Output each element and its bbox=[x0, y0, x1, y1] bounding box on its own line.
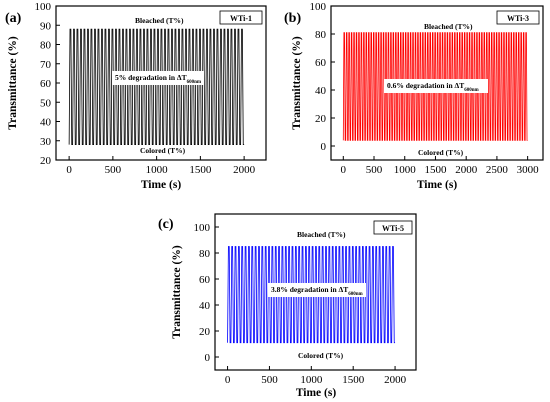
panel-a-x-ticks: 0 500 1000 1500 2000 bbox=[66, 156, 256, 176]
y-tick-label: 40 bbox=[199, 300, 211, 312]
panel-c-annotation: 3.8% degradation in ΔT600nm bbox=[271, 285, 363, 297]
x-tick-label: 1500 bbox=[189, 164, 212, 176]
panel-c-x-ticks: 0 500 1000 1500 2000 bbox=[225, 366, 407, 386]
y-tick-label: 90 bbox=[40, 20, 52, 32]
y-tick-label: 100 bbox=[35, 1, 52, 13]
panel-b-series-line bbox=[342, 32, 528, 141]
x-tick-label: 1000 bbox=[394, 164, 417, 176]
panel-a-series-line bbox=[68, 28, 245, 145]
x-tick-label: 500 bbox=[261, 374, 278, 386]
panel-c-x-axis-label: Time (s) bbox=[296, 387, 337, 399]
y-tick-label: 50 bbox=[40, 97, 52, 109]
x-tick-label: 0 bbox=[66, 164, 72, 176]
y-tick-label: 80 bbox=[199, 248, 211, 260]
panel-a-colored-label: Colored (T%) bbox=[140, 146, 186, 155]
panel-a-tag-box bbox=[219, 10, 263, 25]
panel-c-y-axis-label: Transmittance (%) bbox=[171, 245, 183, 339]
panel-a-annotation-box bbox=[112, 71, 204, 85]
panel-a-sample-tag: WTi-1 bbox=[230, 14, 252, 23]
y-tick-label: 0 bbox=[321, 141, 327, 153]
panel-a-bleached-label: Bleached (T%) bbox=[135, 16, 184, 25]
y-tick-label: 0 bbox=[205, 352, 211, 364]
y-tick-label: 20 bbox=[199, 326, 211, 338]
panel-c-label: (c) bbox=[158, 217, 174, 232]
panel-c-bleached-label: Bleached (T%) bbox=[297, 230, 346, 239]
panel-c: (c) 0 20 40 60 80 100 0 500 1000 1500 2000 Transm… bbox=[158, 213, 417, 399]
panel-b: (b) 0 20 40 60 80 100 0 500 1000 1500 2000 2500 300… bbox=[284, 1, 544, 191]
panel-b-annotation-text: 0.6% degradation in ΔT bbox=[387, 81, 464, 90]
panel-c-tag-box bbox=[373, 220, 413, 235]
y-tick-label: 60 bbox=[315, 57, 327, 69]
x-tick-label: 0 bbox=[341, 164, 347, 176]
panel-a-y-ticks: 20 30 40 50 60 70 80 90 100 bbox=[35, 1, 60, 167]
x-tick-label: 1500 bbox=[424, 164, 447, 176]
panel-b-annotation-box bbox=[384, 79, 488, 93]
y-tick-label: 100 bbox=[310, 1, 327, 13]
panel-b-tag-box bbox=[496, 10, 540, 25]
y-tick-label: 40 bbox=[315, 85, 327, 97]
panel-c-colored-label: Colored (T%) bbox=[298, 351, 344, 360]
x-tick-label: 500 bbox=[105, 164, 122, 176]
x-tick-label: 0 bbox=[225, 374, 231, 386]
y-tick-label: 20 bbox=[40, 155, 52, 167]
x-tick-label: 3000 bbox=[517, 164, 540, 176]
panel-b-label: (b) bbox=[284, 11, 301, 26]
panel-c-annotation-subscript: 600nm bbox=[348, 292, 363, 297]
panel-a-label: (a) bbox=[5, 11, 22, 26]
y-tick-label: 60 bbox=[40, 78, 52, 90]
panel-a-annotation-subscript: 600nm bbox=[187, 80, 202, 85]
panel-c-y-ticks: 0 20 40 60 80 100 bbox=[194, 222, 219, 364]
y-tick-label: 60 bbox=[199, 274, 211, 286]
x-tick-label: 1000 bbox=[300, 374, 323, 386]
y-tick-label: 40 bbox=[40, 117, 52, 129]
panel-b-annotation: 0.6% degradation in ΔT600nm bbox=[387, 81, 479, 93]
panel-b-x-ticks: 0 500 1000 1500 2000 2500 3000 bbox=[341, 156, 540, 176]
y-tick-label: 80 bbox=[315, 29, 327, 41]
x-tick-label: 2000 bbox=[233, 164, 256, 176]
panel-c-annotation-box bbox=[268, 283, 366, 297]
y-tick-label: 100 bbox=[194, 222, 211, 234]
y-tick-label: 80 bbox=[40, 40, 52, 52]
x-tick-label: 2000 bbox=[455, 164, 478, 176]
panel-c-sample-tag: WTi-5 bbox=[382, 224, 404, 233]
panel-b-sample-tag: WTi-3 bbox=[507, 14, 529, 23]
panel-b-y-axis-label: Transmittance (%) bbox=[291, 36, 303, 130]
x-tick-label: 2500 bbox=[486, 164, 509, 176]
x-tick-label: 1000 bbox=[146, 164, 169, 176]
panel-a-annotation-text: 5% degradation in ΔT bbox=[115, 73, 187, 82]
panel-b-x-axis-label: Time (s) bbox=[417, 179, 458, 191]
x-tick-label: 1500 bbox=[342, 374, 365, 386]
y-tick-label: 20 bbox=[315, 113, 327, 125]
panel-b-bleached-label: Bleached (T%) bbox=[424, 22, 473, 31]
x-tick-label: 500 bbox=[366, 164, 383, 176]
panel-b-y-ticks: 0 20 40 60 80 100 bbox=[310, 1, 335, 153]
panel-b-colored-label: Colored (T%) bbox=[418, 148, 464, 157]
panel-b-annotation-subscript: 600nm bbox=[464, 88, 479, 93]
panel-a: (a) 20 30 40 50 60 70 80 90 100 0 500 1000 1500 2000… bbox=[5, 1, 267, 191]
panel-c-annotation-text: 3.8% degradation in ΔT bbox=[271, 285, 348, 294]
panel-a-y-axis-label: Transmittance (%) bbox=[7, 36, 19, 130]
panel-c-series-line bbox=[227, 246, 396, 344]
y-tick-label: 30 bbox=[40, 136, 52, 148]
panel-a-annotation: 5% degradation in ΔT600nm bbox=[115, 73, 202, 85]
x-tick-label: 2000 bbox=[384, 374, 407, 386]
y-tick-label: 70 bbox=[40, 59, 52, 71]
panel-a-x-axis-label: Time (s) bbox=[141, 179, 182, 191]
